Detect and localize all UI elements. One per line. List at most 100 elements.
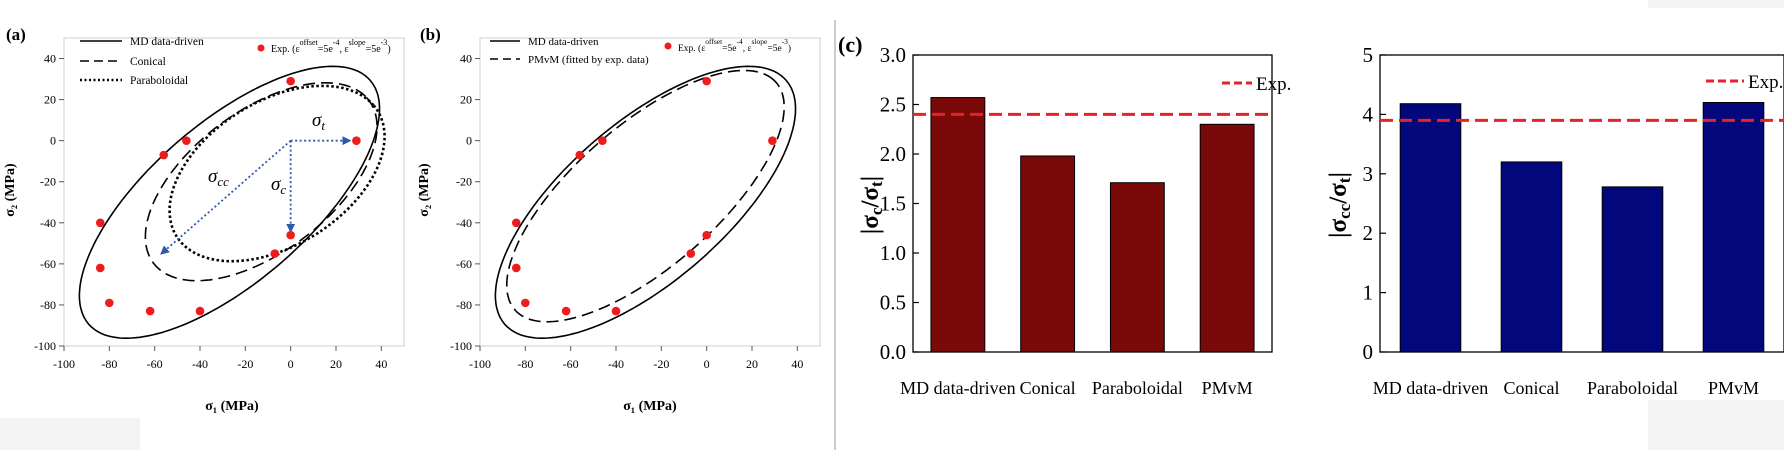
d-category-1: Conical <box>1504 378 1560 398</box>
b-exp-point <box>561 306 571 316</box>
a-exp-point <box>95 218 105 228</box>
b-x-tick-label: -40 <box>608 357 624 371</box>
b-x-tick-label: 0 <box>704 357 710 371</box>
a-y-tick-label: -20 <box>40 175 56 189</box>
c-bar-3 <box>1199 123 1255 353</box>
top-right-fade <box>1648 0 1784 8</box>
a-y-tick-label: 20 <box>44 93 56 107</box>
c-y-tick-label: 2.5 <box>880 93 906 117</box>
a-x-tick-label: 0 <box>288 357 294 371</box>
panel-c-legend-label: Exp. <box>1256 74 1291 95</box>
panel-a-y-ticks: -100 -80 -60 -40 -20 0 20 40 <box>34 52 64 353</box>
a-exp-point <box>352 136 361 145</box>
d-y-tick-label: 4 <box>1363 102 1374 126</box>
b-x-tick-label: -100 <box>469 357 491 371</box>
panel-b: (b) -100 -80 -60 -40 -20 0 20 40 -100-80-60-40-… <box>417 25 821 414</box>
curve-md-data-driven <box>494 65 797 339</box>
c-bar-1 <box>1020 155 1076 353</box>
b-x-tick-label: 40 <box>791 357 803 371</box>
b-exp-point <box>702 230 711 240</box>
panel-a-label: (a) <box>6 25 26 44</box>
a-y-tick-label: -80 <box>40 298 56 312</box>
c-bar-0 <box>930 97 986 353</box>
c-y-tick-label: 0.5 <box>880 291 906 315</box>
curve-conical <box>144 82 378 282</box>
legend-a-curve3: Paraboloidal <box>130 75 188 87</box>
panel-d-category-labels: MD data-driven Conical Paraboloidal PMvM <box>1373 378 1759 398</box>
panel-b-x-ticks: -100 -80 -60 -40 -20 0 20 40 <box>469 346 803 371</box>
a-x-tick-label: -100 <box>53 357 75 371</box>
legend-a-exp: Exp. (εoffset=5e-4, εslope=5e-3) <box>271 38 391 55</box>
a-x-tick-label: -40 <box>192 357 208 371</box>
b-exp-point <box>702 76 711 86</box>
b-y-tick-label: 40 <box>460 52 472 66</box>
b-exp-point <box>511 218 521 228</box>
a-y-tick-label: 0 <box>50 134 56 148</box>
b-exp-point <box>521 298 530 308</box>
a-y-tick-label: 40 <box>44 52 56 66</box>
panel-b-legend: MD data-driven PMvM (fitted by exp. data… <box>490 36 791 66</box>
d-bar-2 <box>1601 186 1664 353</box>
panel-c-bars <box>930 97 1255 353</box>
legend-b-exp: Exp. (εoffset=5e-4, εslope=5e-3) <box>678 37 791 54</box>
curve-md-data-driven <box>78 65 381 339</box>
panel-c-ylabel: |σc/σt| <box>857 176 886 234</box>
a-exp-point <box>182 136 191 145</box>
panel-a-sigma-c: σc <box>271 174 286 197</box>
panel-a: (a) -100 -80 -60 -40 -20 0 20 40 -100-80-60-40-… <box>3 25 405 414</box>
d-category-0: MD data-driven <box>1373 378 1488 398</box>
c-y-tick-label: 3.0 <box>880 43 906 67</box>
panel-d-plot-frame <box>1379 54 1784 353</box>
b-exp-point <box>598 136 607 145</box>
panel-b-curves <box>494 65 797 339</box>
a-exp-point <box>105 298 114 308</box>
panel-b-label: (b) <box>420 25 441 44</box>
c-bar-2 <box>1109 182 1165 353</box>
panel-b-ylabel: σ₂ (MPa) <box>417 163 432 217</box>
a-exp-point <box>270 249 280 258</box>
b-y-tick-label: 0 <box>466 134 472 148</box>
d-y-tick-label: 5 <box>1363 43 1374 67</box>
panel-b-y-ticks: -100 -80 -60 -40 -20 0 20 40 <box>450 52 480 353</box>
d-y-tick-label: 3 <box>1363 162 1374 186</box>
legend-b-curve1: MD data-driven <box>528 36 599 48</box>
panel-c-y-ticks: 0.0 0.5 1.0 1.5 2.0 2.5 3.0 <box>880 43 919 364</box>
panel-d-legend-label: Exp. <box>1748 72 1783 93</box>
panel-a-ylabel: σ₂ (MPa) <box>3 163 18 217</box>
panel-d-y-ticks: 0 1 2 3 4 5 <box>1363 43 1386 364</box>
b-exp-point <box>686 249 696 258</box>
b-y-tick-label: -40 <box>456 216 472 230</box>
curve-paraboloidal <box>168 84 386 263</box>
b-y-tick-label: -60 <box>456 257 472 271</box>
curve-pmvm <box>506 69 786 323</box>
b-y-tick-label: -20 <box>456 175 472 189</box>
panel-d-bars <box>1399 102 1765 353</box>
c-category-3: PMvM <box>1202 378 1253 398</box>
a-x-tick-label: 20 <box>330 357 342 371</box>
a-exp-point <box>159 150 169 160</box>
panel-a-arrows <box>160 136 352 255</box>
bottom-right-fade <box>1648 400 1784 450</box>
d-y-tick-label: 1 <box>1363 281 1374 305</box>
b-x-tick-label: -80 <box>517 357 533 371</box>
panel-a-legend: MD data-driven Conical Paraboloidal Exp.… <box>80 36 391 87</box>
c-y-tick-label: 2.0 <box>880 142 906 166</box>
c-y-tick-label: 0.0 <box>880 340 906 364</box>
legend-a-exp-marker <box>257 44 265 52</box>
a-exp-point <box>145 306 155 316</box>
c-category-0: MD data-driven <box>900 378 1015 398</box>
b-x-tick-label: -60 <box>563 357 579 371</box>
d-y-tick-label: 0 <box>1363 340 1374 364</box>
panel-a-xlabel: σ₁ (MPa) <box>205 399 259 414</box>
panel-b-plot-frame <box>479 37 821 347</box>
d-bar-0 <box>1399 103 1462 353</box>
b-exp-point <box>511 263 521 273</box>
panel-d-ylabel: |σcc/σt| <box>1325 172 1354 238</box>
b-x-tick-label: 20 <box>746 357 758 371</box>
a-y-tick-label: -100 <box>34 339 56 353</box>
panel-a-sigma-t: σt <box>312 110 325 133</box>
a-exp-point <box>286 76 295 86</box>
panel-a-curves <box>78 65 386 339</box>
bottom-left-fade <box>0 418 140 450</box>
